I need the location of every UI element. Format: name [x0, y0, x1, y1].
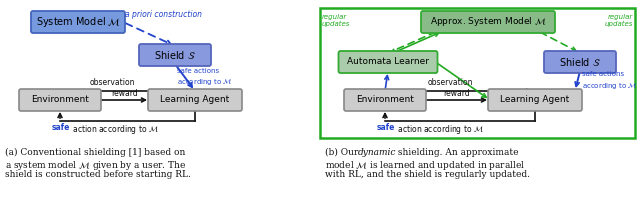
Text: Shield $\mathcal{S}$: Shield $\mathcal{S}$ [154, 49, 196, 61]
Text: Environment: Environment [31, 96, 89, 104]
Text: action according to $\mathcal{M}$: action according to $\mathcal{M}$ [70, 123, 159, 136]
Text: Environment: Environment [356, 96, 414, 104]
Text: Learning Agent: Learning Agent [161, 96, 230, 104]
Text: regular
updates: regular updates [322, 14, 350, 27]
FancyBboxPatch shape [339, 51, 438, 73]
Text: safe actions
according to $\mathcal{M}$: safe actions according to $\mathcal{M}$ [582, 71, 637, 91]
Text: a priori construction: a priori construction [125, 10, 202, 19]
Text: Learning Agent: Learning Agent [500, 96, 570, 104]
Text: System Model $\mathcal{M}$: System Model $\mathcal{M}$ [36, 15, 120, 29]
FancyBboxPatch shape [139, 44, 211, 66]
Text: Approx. System Model $\mathcal{M}$: Approx. System Model $\mathcal{M}$ [430, 15, 546, 28]
Text: a system model $\mathcal{M}$ given by a user. The: a system model $\mathcal{M}$ given by a … [5, 159, 186, 172]
Text: safe actions
according to $\mathcal{M}$: safe actions according to $\mathcal{M}$ [177, 68, 233, 87]
Text: reward: reward [111, 89, 138, 98]
FancyBboxPatch shape [19, 89, 101, 111]
FancyBboxPatch shape [421, 11, 555, 33]
FancyBboxPatch shape [544, 51, 616, 73]
Text: reward: reward [444, 89, 470, 98]
Text: observation: observation [90, 78, 135, 87]
Bar [320, 8, 635, 138]
FancyBboxPatch shape [344, 89, 426, 111]
Text: (b) Our: (b) Our [325, 148, 361, 157]
Text: Shield $\mathcal{S}$: Shield $\mathcal{S}$ [559, 56, 601, 68]
FancyBboxPatch shape [148, 89, 242, 111]
Text: shield is constructed before starting RL.: shield is constructed before starting RL… [5, 170, 191, 179]
Text: dynamic: dynamic [358, 148, 396, 157]
Text: Automata Learner: Automata Learner [347, 57, 429, 66]
Text: action according to $\mathcal{M}$: action according to $\mathcal{M}$ [395, 123, 484, 136]
Text: model $\mathcal{M}$ is learned and updated in parallel: model $\mathcal{M}$ is learned and updat… [325, 159, 525, 172]
Text: (a) Conventional shielding [1] based on: (a) Conventional shielding [1] based on [5, 148, 186, 157]
Text: with RL, and the shield is regularly updated.: with RL, and the shield is regularly upd… [325, 170, 530, 179]
Text: safe: safe [377, 123, 396, 132]
Text: regular
updates: regular updates [605, 14, 633, 27]
FancyBboxPatch shape [31, 11, 125, 33]
Text: safe: safe [52, 123, 70, 132]
FancyBboxPatch shape [488, 89, 582, 111]
Text: shielding. An approximate: shielding. An approximate [395, 148, 518, 157]
Text: observation: observation [428, 78, 473, 87]
